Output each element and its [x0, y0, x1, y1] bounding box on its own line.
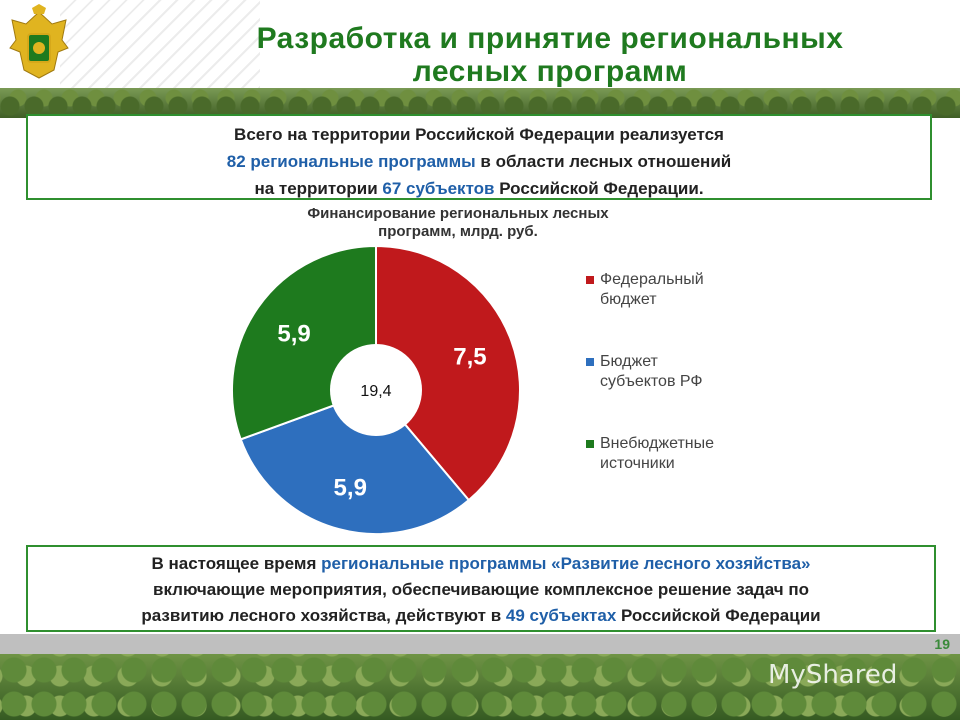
programs-line3-b: Российской Федерации	[616, 606, 821, 625]
programs-line2: включающие мероприятия, обеспечивающие к…	[153, 580, 809, 599]
legend-swatch-federal	[586, 276, 594, 284]
summary-subjects-count: 67 субъектов	[382, 179, 495, 198]
legend-label-federal-2: бюджет	[600, 291, 657, 308]
legend-label-subjects-2: субъектов РФ	[600, 373, 703, 390]
header	[0, 0, 960, 92]
programs-line1-a: В настоящее время	[151, 554, 322, 573]
footer-bar	[0, 634, 960, 654]
slice-label-extrabudget: 5,9	[277, 321, 310, 348]
slice-federal	[375, 244, 521, 502]
header-decoration	[60, 0, 260, 92]
chart-title-line2: программ, млрд. руб.	[378, 223, 538, 240]
summary-programs-count: 82 региональные программы	[226, 152, 476, 171]
chart-title: Финансирование региональных лесных прогр…	[258, 205, 658, 241]
page-number: 19	[934, 636, 950, 652]
chart-title-line1: Финансирование региональных лесных	[307, 205, 609, 222]
forest-banner-top	[0, 88, 960, 118]
slice-subjects	[239, 388, 471, 535]
doughnut-hole	[330, 344, 422, 436]
summary-line2-text: в области лесных отношений	[475, 152, 732, 171]
slice-label-subjects: 5,9	[334, 475, 367, 502]
funding-doughnut-chart: 7,5 5,9 5,9 19,4	[231, 244, 521, 535]
page-title-line2: лесных программ	[412, 55, 688, 88]
legend-label-subjects-1: Бюджет	[600, 353, 658, 370]
summary-line1: Всего на территории Российской Федерации…	[234, 125, 724, 144]
programs-subjects-count: 49 субъектах	[505, 606, 617, 625]
legend-label-extrabudget-1: Внебюджетные	[600, 435, 715, 452]
programs-line3-a: развитию лесного хозяйства, действуют в	[141, 606, 506, 625]
programs-line3: развитию лесного хозяйства, действуют в …	[28, 603, 934, 629]
chart-legend: Федеральный бюджет Бюджет субъектов РФ В…	[586, 270, 786, 516]
legend-swatch-subjects	[586, 358, 594, 366]
summary-box: Всего на территории Российской Федерации…	[26, 114, 932, 200]
programs-info-box: В настоящее время региональные программы…	[26, 545, 936, 632]
coat-of-arms-emblem	[9, 4, 69, 79]
legend-item-subjects: Бюджет субъектов РФ	[586, 352, 786, 392]
forest-banner-bottom	[0, 654, 960, 720]
programs-line1: В настоящее время региональные программы…	[28, 551, 934, 577]
programs-name: региональные программы «Развитие лесного…	[321, 554, 811, 573]
legend-item-extrabudget: Внебюджетные источники	[586, 434, 786, 474]
summary-line2: 82 региональные программы в области лесн…	[28, 148, 930, 175]
chart-total-label: 19,4	[360, 383, 391, 400]
slice-label-federal: 7,5	[453, 344, 486, 371]
page-title: Разработка и принятие региональных лесны…	[170, 22, 930, 88]
legend-label-federal-1: Федеральный	[600, 271, 704, 288]
legend-label-extrabudget-2: источники	[600, 455, 675, 472]
watermark-text: MyShared	[768, 660, 898, 690]
page-title-line1: Разработка и принятие региональных	[256, 22, 844, 55]
summary-line3-b: Российской Федерации.	[494, 179, 704, 198]
legend-swatch-extrabudget	[586, 440, 594, 448]
legend-item-federal: Федеральный бюджет	[586, 270, 786, 310]
summary-line3-a: на территории	[254, 179, 383, 198]
summary-line3: на территории 67 субъектов Российской Фе…	[28, 175, 930, 202]
